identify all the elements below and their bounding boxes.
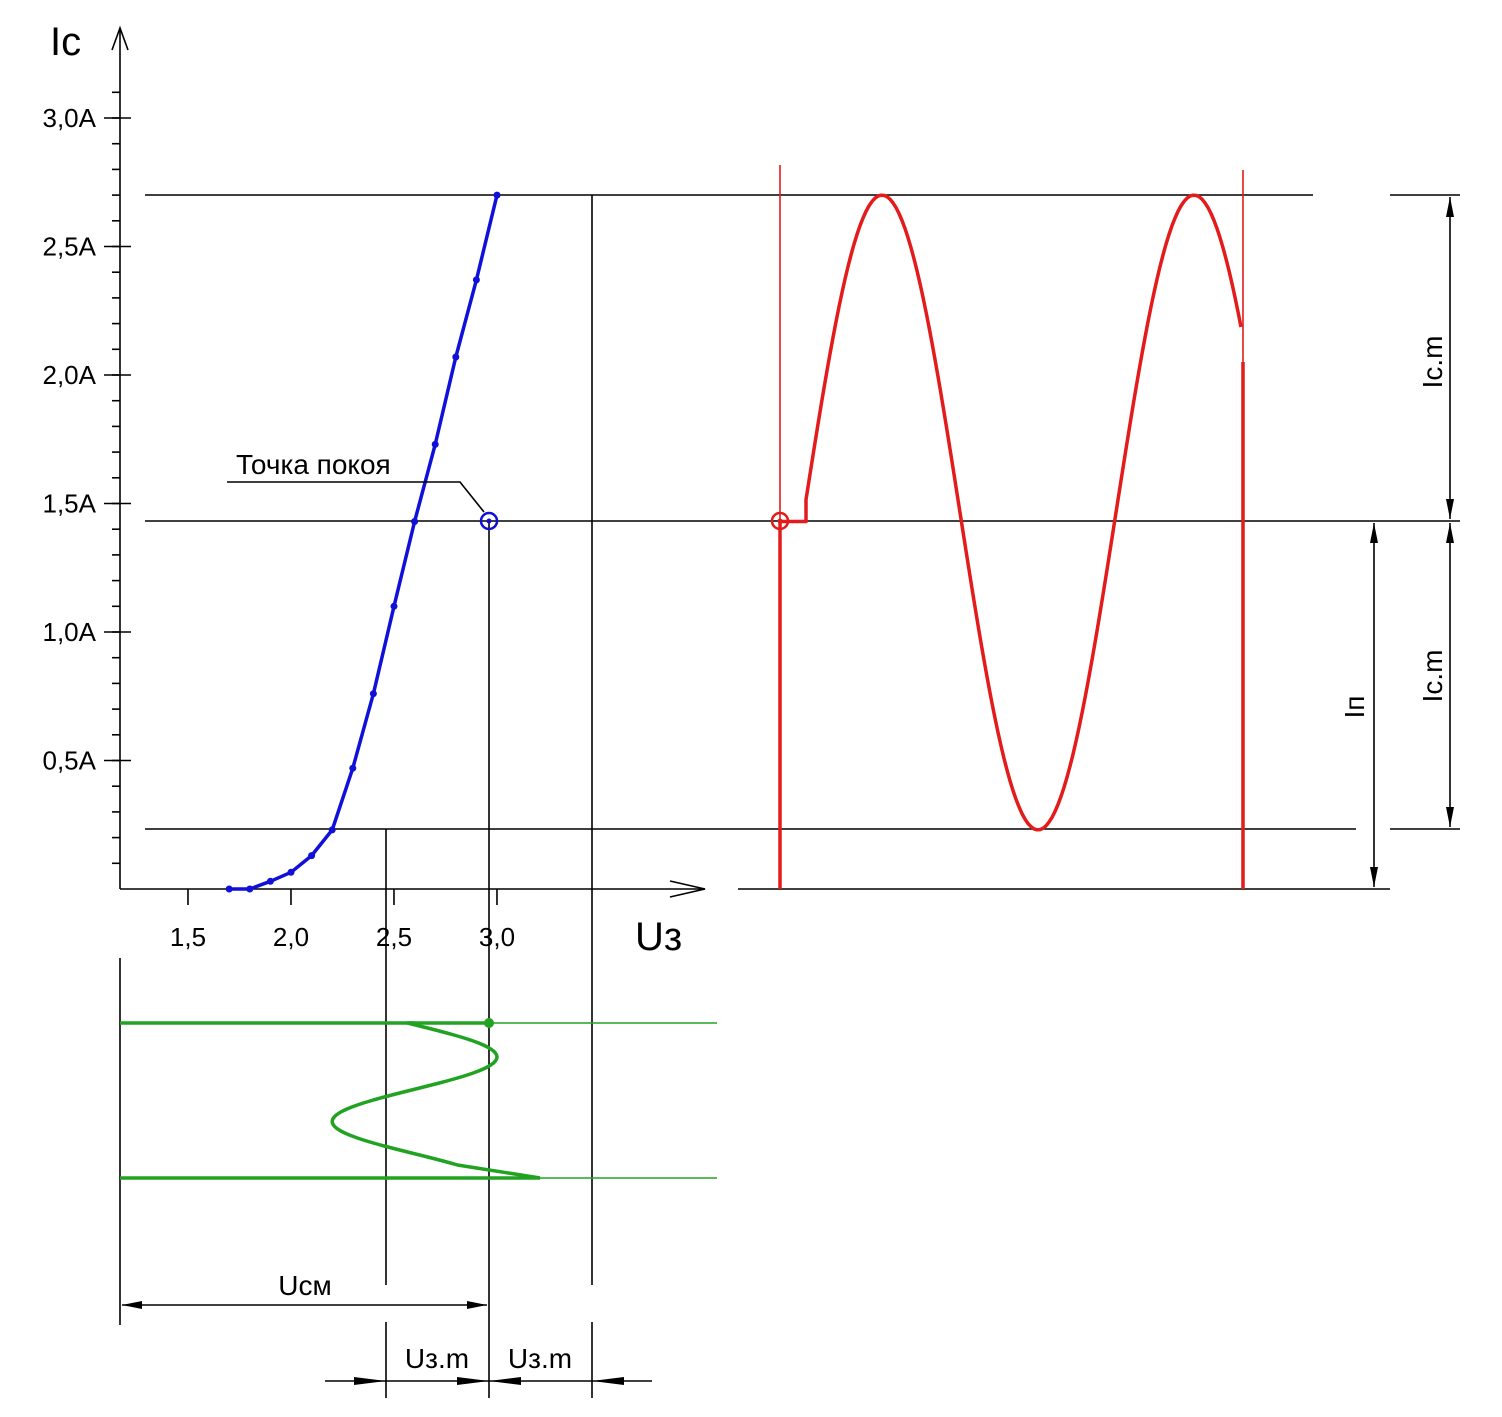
- dim-uz-m-arrow-3: [489, 1377, 521, 1385]
- transfer-curve-point: [452, 353, 460, 361]
- output-current-sine: [780, 193, 1243, 832]
- transfer-characteristic: Точка покоя: [225, 191, 501, 893]
- y-axis-title: Ic: [50, 20, 81, 64]
- transfer-curve-point: [225, 885, 233, 893]
- x-tick-label: 2,0: [273, 922, 309, 952]
- transfer-curve-point: [411, 518, 419, 525]
- transfer-curve-point: [493, 191, 501, 199]
- transfer-curve-point: [246, 885, 254, 893]
- transfer-curve-line: [229, 194, 499, 891]
- y-axis-arrowhead: [111, 25, 129, 51]
- transfer-curve-point: [349, 764, 357, 772]
- dim-uz-m-left-label: Uз.m: [405, 1343, 469, 1374]
- input-start-dot: [484, 1018, 494, 1028]
- y-axis-major-ticks: 3,0A 2,5A 2,0A 1,5A 1,0A 0,5A: [43, 103, 131, 776]
- reference-lines: [145, 194, 1460, 890]
- output-start-marker: [770, 511, 790, 531]
- quiescent-point-dot: [486, 518, 492, 524]
- dim-ic-m-lower-label: Ic.m: [1417, 650, 1448, 703]
- x-tick-label: 1,5: [170, 922, 206, 952]
- x-tick-label: 2,5: [376, 922, 412, 952]
- y-tick-label: 1,0A: [43, 617, 97, 647]
- y-tick-label: 1,5A: [43, 489, 97, 519]
- x-axis-arrowhead: [669, 880, 706, 898]
- axes: 3,0A 2,5A 2,0A 1,5A 1,0A 0,5A 1,5 2,0 2,5 3,0 Ic…: [43, 20, 706, 959]
- y-tick-label: 2,0A: [43, 360, 97, 390]
- transfer-curve-point: [266, 877, 274, 885]
- y-axis-minor-ticks: [112, 91, 120, 865]
- y-tick-label: 3,0A: [43, 103, 97, 133]
- x-axis-title: Uз: [635, 915, 682, 959]
- x-axis-ticks: 1,5 2,0 2,5 3,0: [170, 889, 515, 952]
- output-start-dot: [777, 518, 783, 524]
- transfer-curve-point: [369, 690, 377, 698]
- quiescent-point-label: Точка покоя: [236, 449, 391, 480]
- transfer-curve-point: [390, 602, 398, 610]
- x-tick-label: 3,0: [479, 922, 515, 952]
- dim-uz-m-arrow-2: [457, 1377, 489, 1385]
- transfer-curve-point: [472, 276, 480, 284]
- transfer-curve-point: [328, 826, 336, 834]
- output-current-waveform: [770, 165, 1245, 889]
- transfer-curve-point: [431, 440, 439, 448]
- transfer-curve-point: [308, 852, 316, 860]
- projection-lines: [119, 195, 593, 1398]
- quiescent-point-marker: [479, 511, 499, 531]
- dimension-annotations: Ic.m Ic.m Iп Uсм Uз.m Uз.m: [122, 197, 1454, 1398]
- transfer-curve-points: [225, 191, 501, 893]
- dim-uz-m-arrow-1: [354, 1377, 386, 1385]
- input-voltage-waveform: [120, 1018, 717, 1180]
- dim-u-sm-label: Uсм: [278, 1270, 331, 1301]
- y-tick-label: 0,5A: [43, 746, 97, 776]
- input-voltage-sine: [330, 1021, 541, 1180]
- dim-uz-m-right-label: Uз.m: [508, 1343, 572, 1374]
- dim-ic-m-upper-label: Ic.m: [1417, 336, 1448, 389]
- transfer-curve-point: [287, 868, 295, 876]
- quiescent-point-leader: [227, 481, 485, 513]
- dim-i-p-label: Iп: [1339, 696, 1370, 719]
- dim-uz-m-arrow-4: [592, 1377, 624, 1385]
- y-tick-label: 2,5A: [43, 232, 97, 262]
